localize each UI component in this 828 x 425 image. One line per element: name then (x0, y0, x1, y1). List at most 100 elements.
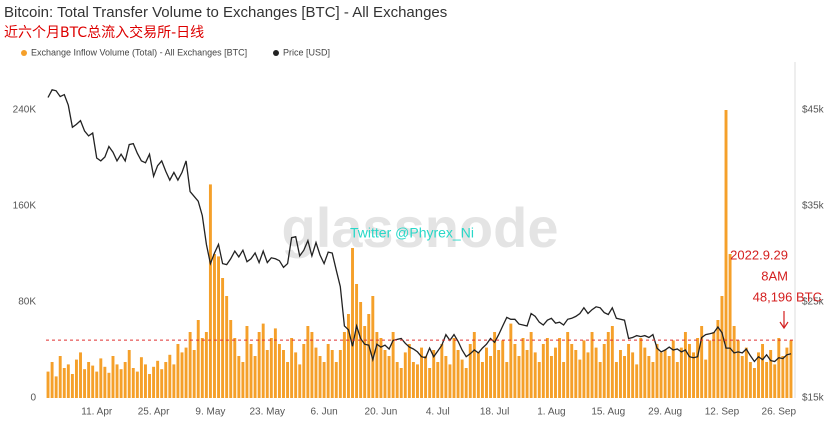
bar (367, 314, 371, 398)
bar (424, 356, 428, 398)
bar (708, 340, 712, 398)
bar (618, 350, 622, 398)
bar (180, 352, 184, 398)
bar (330, 350, 334, 398)
bar (489, 356, 493, 398)
bar (46, 371, 50, 398)
x-tick-label: 12. Sep (705, 407, 740, 418)
x-tick-label: 29. Aug (648, 407, 682, 418)
bar (200, 338, 204, 398)
bar (671, 340, 675, 398)
y-tick-label: 160K (13, 201, 37, 212)
bar (505, 362, 509, 398)
bar (549, 356, 553, 398)
bar (436, 362, 440, 398)
bar (322, 362, 326, 398)
x-tick-label: 6. Jun (310, 407, 337, 418)
bar (667, 356, 671, 398)
x-tick-label: 20. Jun (365, 407, 398, 418)
bar (752, 368, 756, 398)
bar (103, 366, 107, 398)
bar (188, 332, 192, 398)
bar (525, 350, 529, 398)
bar (318, 356, 322, 398)
bar (213, 254, 216, 398)
bar (107, 372, 111, 398)
annotation: Twitter @Phyrex_Ni (350, 225, 474, 241)
bar (614, 362, 618, 398)
bar (229, 320, 233, 398)
bar (237, 356, 241, 398)
bar (533, 352, 537, 398)
bar (578, 359, 582, 398)
chart-subtitle: 近六个月BTC总流入交易所-日线 (4, 24, 204, 41)
bar (50, 362, 54, 398)
bar (66, 364, 70, 398)
x-tick-label: 26. Sep (762, 407, 797, 418)
bar (590, 332, 594, 398)
bar (217, 256, 221, 398)
bar (663, 350, 667, 398)
x-tick-label: 18. Jul (480, 407, 509, 418)
bar (558, 338, 562, 398)
bar (428, 368, 432, 398)
x-tick-label: 23. May (249, 407, 285, 418)
bar (627, 344, 631, 398)
y-tick-label: 240K (13, 105, 37, 116)
bar (420, 347, 423, 398)
bar (383, 350, 387, 398)
bar (83, 369, 87, 398)
bar (545, 338, 549, 398)
bar (744, 347, 748, 398)
bar (432, 350, 436, 398)
bar (387, 356, 391, 398)
bar (168, 354, 172, 398)
bar (761, 344, 765, 398)
bar (480, 362, 484, 398)
bar (679, 347, 683, 398)
bar (131, 368, 135, 398)
price-line (47, 89, 792, 363)
bar (472, 332, 476, 398)
bar (785, 347, 789, 398)
bar (509, 323, 513, 398)
bar (781, 356, 785, 398)
bar (245, 326, 249, 398)
bar (233, 338, 237, 398)
annotation: 8AM (761, 268, 788, 283)
bar (529, 332, 533, 398)
bar (314, 347, 318, 398)
bar (115, 364, 119, 398)
legend-label: Price [USD] (283, 47, 330, 57)
bar (156, 360, 160, 398)
bar (444, 356, 448, 398)
bar (172, 364, 176, 398)
bar (176, 344, 180, 398)
bar (148, 374, 151, 398)
bar (379, 338, 383, 398)
bar (111, 356, 115, 398)
bar (290, 338, 294, 398)
bar (261, 323, 265, 398)
bar (740, 356, 744, 398)
bar (371, 296, 375, 398)
annotation: 48,196 BTC (753, 289, 822, 304)
bar (610, 326, 614, 398)
bar (127, 350, 131, 398)
bar (631, 352, 635, 398)
bar (355, 284, 359, 398)
bar (91, 365, 95, 398)
bar (265, 350, 269, 398)
bar (257, 332, 261, 398)
bar (460, 359, 464, 398)
bar (704, 359, 708, 398)
bar (773, 364, 777, 398)
bar (342, 332, 346, 398)
legend-marker (273, 50, 279, 56)
bar (448, 364, 452, 398)
bar (160, 369, 164, 398)
bar (269, 338, 273, 398)
bar (777, 338, 781, 398)
bar (346, 314, 350, 398)
